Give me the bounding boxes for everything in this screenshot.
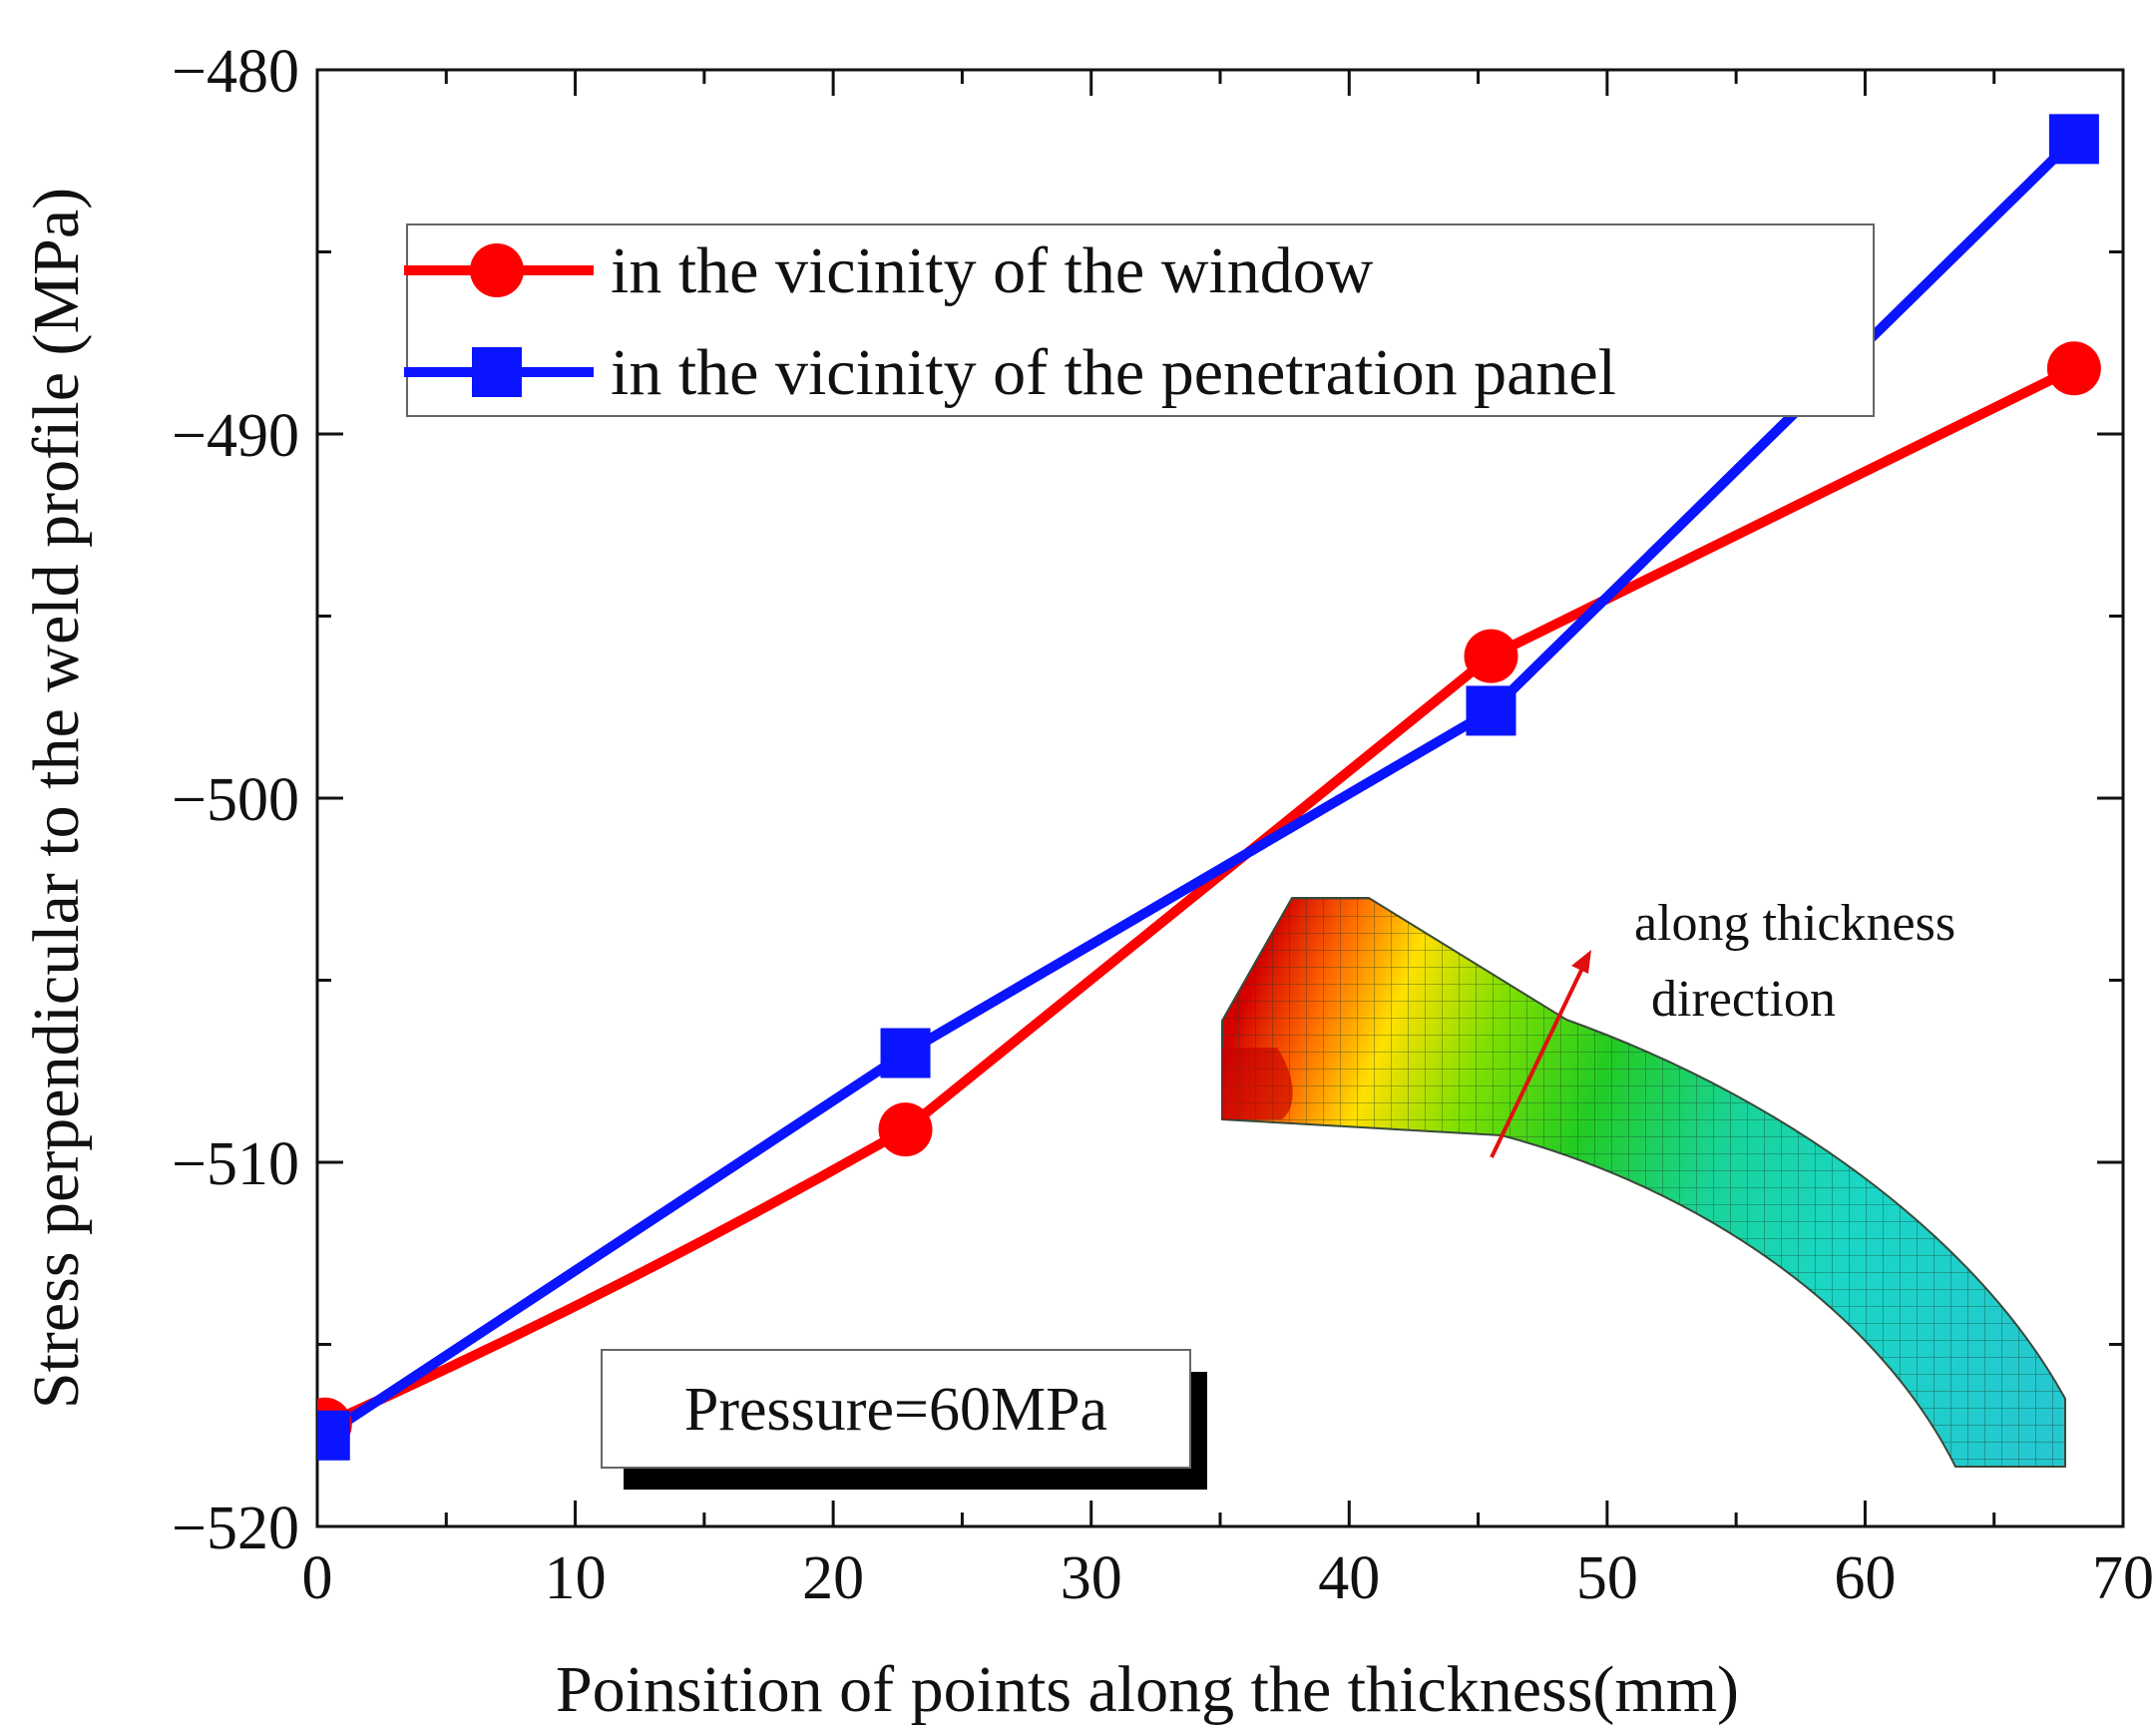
series-line-0 xyxy=(322,363,2077,1430)
y-axis-ticks: −520 −510 −500 −490 −480 xyxy=(172,38,2123,1562)
fem-hotspot xyxy=(1222,1048,1293,1119)
pressure-label: Pressure=60MPa xyxy=(684,1376,1107,1444)
pressure-box: Pressure=60MPa xyxy=(601,1349,1207,1490)
panel-data-point xyxy=(880,1028,931,1079)
y-tick-label: −500 xyxy=(172,766,299,834)
panel-data-point xyxy=(1466,685,1516,736)
y-tick-label: −490 xyxy=(172,402,299,470)
legend-marker-window xyxy=(470,243,524,297)
y-axis-title: Stress perpendicular to the weld profile… xyxy=(20,188,93,1409)
series-layer xyxy=(317,114,2101,1461)
panel-data-point xyxy=(2048,114,2099,165)
x-tick-label: 60 xyxy=(1834,1544,1896,1612)
direction-label-line1: along thickness xyxy=(1634,895,1955,952)
x-tick-label: 10 xyxy=(545,1544,607,1612)
window-data-point xyxy=(878,1102,933,1157)
x-tick-label: 70 xyxy=(2092,1544,2154,1612)
legend: in the vicinity of the window in the vic… xyxy=(404,223,1875,417)
x-tick-label: 20 xyxy=(802,1544,864,1612)
legend-label-window: in the vicinity of the window xyxy=(611,234,1374,307)
x-tick-label: 50 xyxy=(1576,1544,1638,1612)
pressure-box-frame xyxy=(601,1349,1191,1469)
x-tick-label: 30 xyxy=(1061,1544,1122,1612)
x-axis-ticks: 0 10 20 30 40 50 60 70 xyxy=(302,70,2154,1612)
window-data-point xyxy=(1464,629,1518,683)
y-tick-label: −520 xyxy=(172,1495,299,1562)
legend-frame xyxy=(406,223,1875,417)
x-axis-title: Poinsition of points along the thickness… xyxy=(556,1653,1739,1726)
fem-contour-inset: along thickness direction xyxy=(1221,895,2066,1468)
y-tick-label: −480 xyxy=(172,38,299,106)
x-tick-label: 0 xyxy=(302,1544,333,1612)
arrow-head xyxy=(1571,950,1591,974)
legend-marker-panel xyxy=(472,347,522,397)
legend-label-panel: in the vicinity of the penetration panel xyxy=(611,336,1616,409)
x-tick-label: 40 xyxy=(1318,1544,1380,1612)
series-line-1 xyxy=(322,135,2078,1440)
panel-data-point xyxy=(317,1410,350,1461)
thickness-direction-arrow xyxy=(1490,959,1588,1158)
direction-label-line2: direction xyxy=(1651,971,1836,1028)
y-tick-label: −510 xyxy=(172,1130,299,1198)
window-data-point xyxy=(2046,341,2101,396)
